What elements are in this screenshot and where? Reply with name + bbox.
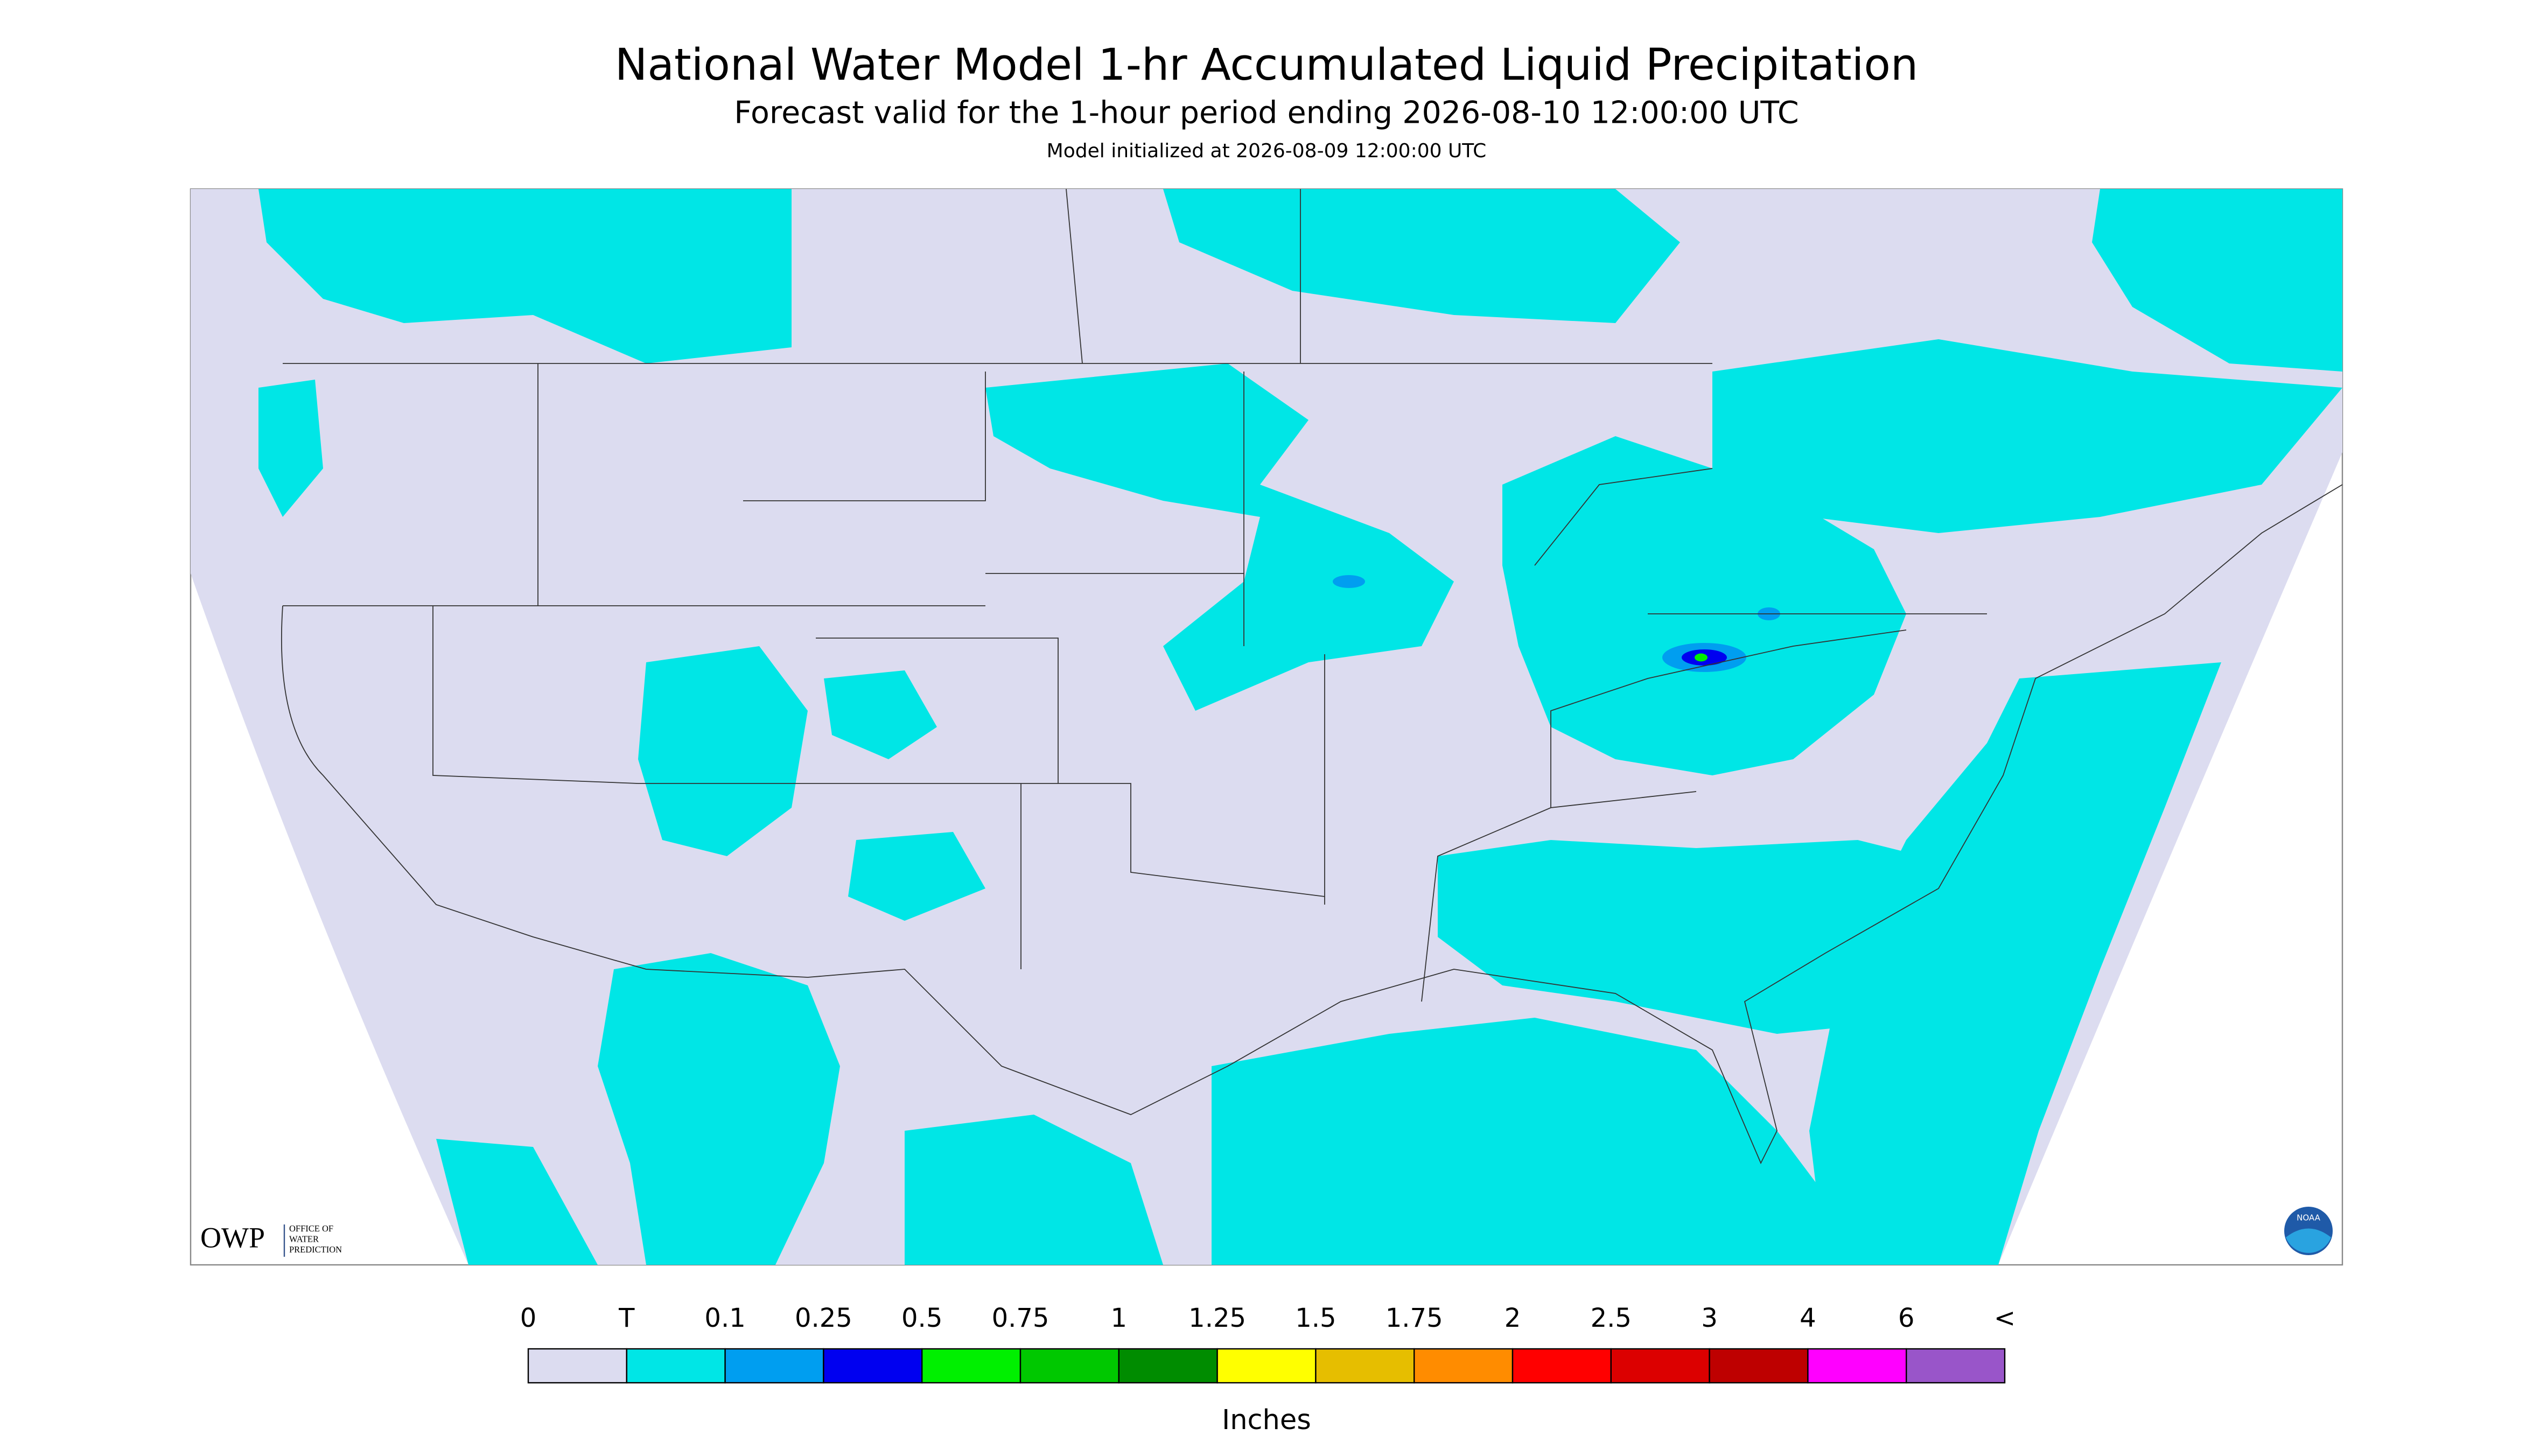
legend-swatch — [1610, 1348, 1710, 1384]
legend-swatch — [1512, 1348, 1612, 1384]
legend-label: 1.75 — [1386, 1303, 1443, 1333]
owp-text: PREDICTION — [289, 1244, 342, 1255]
legend-label: 1 — [1111, 1303, 1128, 1333]
legend-label: 2.5 — [1591, 1303, 1632, 1333]
legend-label: T — [618, 1303, 635, 1333]
owp-text: WATER — [289, 1234, 319, 1244]
title: National Water Model 1-hr Accumulated Li… — [615, 40, 1918, 90]
legend-swatch — [1709, 1348, 1809, 1384]
legend-label: 4 — [1800, 1303, 1816, 1333]
legend-swatch — [626, 1348, 726, 1384]
legend: 0 T 0.1 0.25 0.5 0.75 1 1.25 1.5 1.75 2 2.5 3 4 6 < — [520, 1303, 2016, 1384]
legend-swatch — [921, 1348, 1021, 1384]
legend-swatch — [1315, 1348, 1415, 1384]
legend-label: 0.1 — [704, 1303, 745, 1333]
legend-label: 2 — [1505, 1303, 1521, 1333]
legend-label: 0.25 — [795, 1303, 852, 1333]
noaa-logo: NOAA — [2297, 1213, 2320, 1223]
legend-label: < — [1994, 1303, 2016, 1333]
legend-swatch — [823, 1348, 923, 1384]
map: OWP OFFICE OF WATER PREDICTION NOAA — [190, 188, 2343, 1266]
legend-label: 1.5 — [1295, 1303, 1336, 1333]
owp-logo: OWP — [200, 1221, 265, 1254]
legend-swatch — [1216, 1348, 1317, 1384]
legend-swatch — [1807, 1348, 1907, 1384]
legend-label: 1.25 — [1188, 1303, 1246, 1333]
legend-swatch — [1019, 1348, 1120, 1384]
legend-swatch — [724, 1348, 824, 1384]
legend-label: 6 — [1898, 1303, 1915, 1333]
legend-label: 0 — [520, 1303, 537, 1333]
legend-swatch — [1414, 1348, 1514, 1384]
legend-label: 0.75 — [992, 1303, 1049, 1333]
init-time: Model initialized at 2026-08-09 12:00:00… — [1047, 140, 1487, 162]
subtitle: Forecast valid for the 1-hour period end… — [734, 95, 1799, 131]
owp-text: OFFICE OF — [289, 1223, 333, 1234]
legend-swatch — [1118, 1348, 1218, 1384]
legend-swatch — [527, 1348, 628, 1384]
legend-swatch — [1905, 1348, 2006, 1384]
legend-units: Inches — [1222, 1404, 1311, 1436]
legend-label: 3 — [1701, 1303, 1718, 1333]
legend-label: 0.5 — [901, 1303, 942, 1333]
